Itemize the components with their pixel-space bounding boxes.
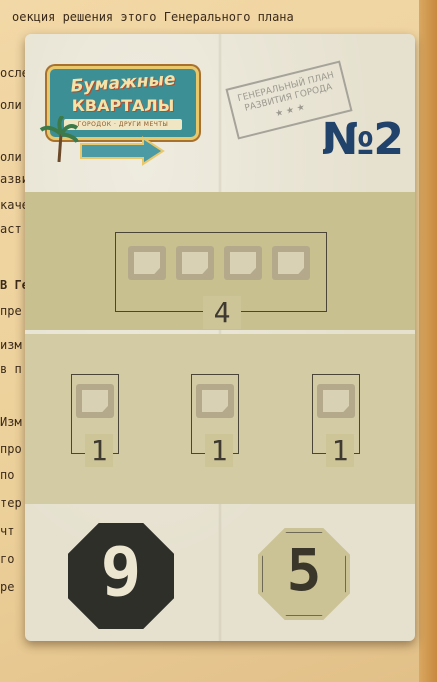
bg-text-line: изм [0, 338, 22, 352]
game-logo: Бумажные КВАРТАЛЫ ГОРОДОК · ДРУГИ МЕЧТЫ [39, 54, 199, 174]
house-slot [128, 246, 166, 280]
bg-text-line: тер [0, 496, 22, 510]
group-count-bottom: 1 [85, 434, 113, 467]
palm-tree-icon [39, 116, 79, 162]
bg-text-line: оекция решения этого Генерального плана [12, 10, 294, 24]
bg-text-line: пре [0, 304, 22, 318]
bg-text-line: оли [0, 98, 22, 112]
octagon-outline [262, 532, 346, 616]
group-count-top: 4 [203, 296, 241, 329]
second-score-value: 5 [286, 536, 322, 604]
house-slot [176, 246, 214, 280]
house-slot [196, 384, 234, 418]
goal-band-bottom [25, 334, 415, 504]
bg-text-line: аст [0, 222, 22, 236]
bg-text-line: Изм [0, 415, 22, 429]
first-player-score: 9 [68, 523, 174, 629]
bg-text-line: оли [0, 150, 22, 164]
house-slot [272, 246, 310, 280]
later-player-score: 5 [258, 528, 350, 620]
sheet-edge [419, 0, 437, 682]
house-slot [76, 384, 114, 418]
bg-text-line: осле [0, 66, 29, 80]
bg-text-line: В Ге [0, 278, 29, 292]
bg-text-line: азви [0, 172, 29, 186]
card-number: №2 [321, 114, 404, 165]
logo-tagline: ГОРОДОК · ДРУГИ МЕЧТЫ [64, 119, 182, 130]
bg-text-line: по [0, 468, 15, 482]
group-count-bottom: 1 [205, 434, 233, 467]
logo-arrow-icon [80, 136, 165, 166]
house-slot [317, 384, 355, 418]
logo-subtitle: КВАРТАЛЫ [71, 96, 175, 115]
logo-title: Бумажные [69, 69, 177, 97]
bg-text-line: го [0, 552, 15, 566]
first-score-value: 9 [100, 533, 142, 612]
house-slot [224, 246, 262, 280]
bg-text-line: про [0, 442, 22, 456]
logo-sign: Бумажные КВАРТАЛЫ ГОРОДОК · ДРУГИ МЕЧТЫ [47, 66, 199, 140]
goal-card[interactable]: Бумажные КВАРТАЛЫ ГОРОДОК · ДРУГИ МЕЧТЫ … [25, 34, 415, 641]
group-count-bottom: 1 [326, 434, 354, 467]
bg-text-line: чт [0, 524, 15, 538]
bg-text-line: ре [0, 580, 15, 594]
bg-text-line: каче [0, 198, 29, 212]
bg-text-line: в п [0, 362, 22, 376]
